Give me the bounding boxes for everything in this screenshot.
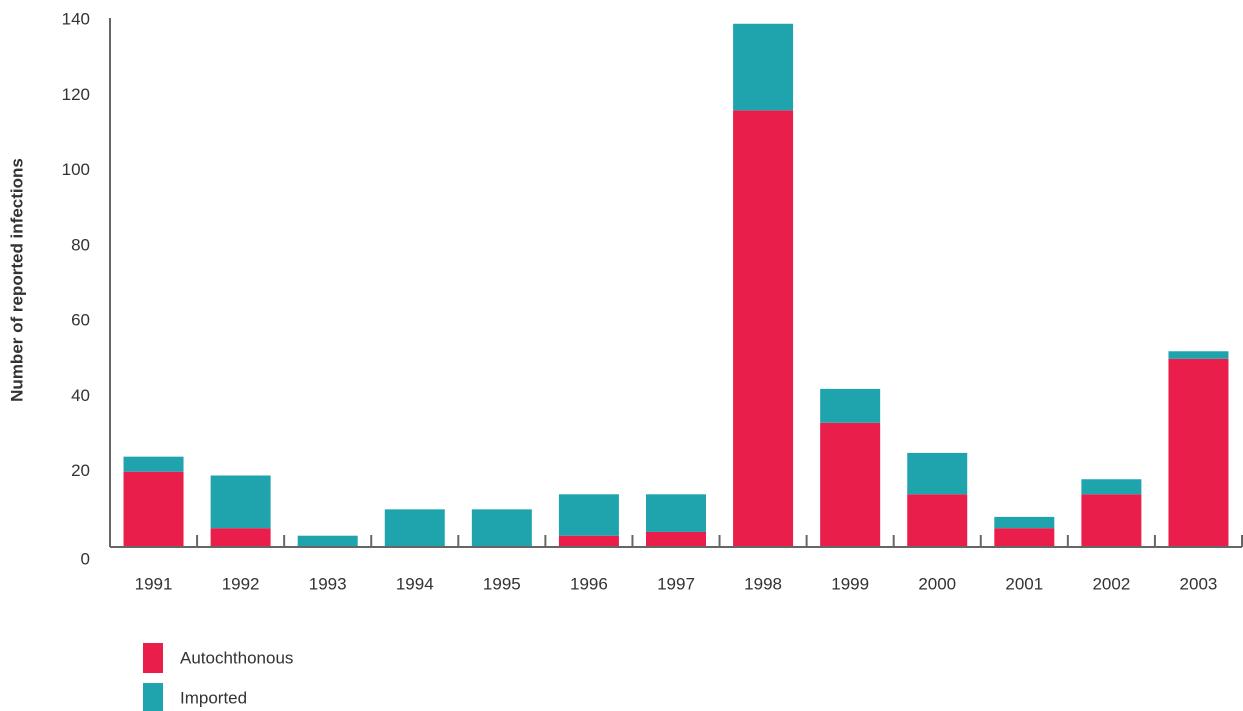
x-tick-label: 1993 <box>309 574 347 593</box>
y-axis-label: Number of reported infections <box>7 158 26 402</box>
bar-segment <box>907 494 968 547</box>
bar-segment <box>733 23 794 111</box>
y-tick-label: 140 <box>62 9 90 28</box>
x-tick-label: 2000 <box>918 574 956 593</box>
y-tick-label: 120 <box>62 85 90 104</box>
bar-segment <box>994 516 1055 529</box>
x-tick-label: 1991 <box>135 574 173 593</box>
bar-segment <box>907 452 968 495</box>
bar-segment <box>994 528 1055 547</box>
bar-segment <box>471 509 532 547</box>
bar-segment <box>558 535 619 547</box>
bar-segment <box>123 456 184 472</box>
y-tick-label: 20 <box>71 461 90 480</box>
bar-segment <box>1168 351 1229 359</box>
y-tick-label: 100 <box>62 160 90 179</box>
x-tick-label: 2002 <box>1092 574 1130 593</box>
bar-segment <box>297 535 358 547</box>
bar-segment <box>210 475 271 529</box>
x-tick-label: 1994 <box>396 574 434 593</box>
x-tick-label: 2003 <box>1180 574 1218 593</box>
bar-segment <box>1168 358 1229 547</box>
y-tick-label: 80 <box>71 235 90 254</box>
bar-segment <box>646 531 706 547</box>
legend-label: Imported <box>180 688 247 707</box>
bar-segment <box>1081 494 1142 547</box>
x-tick-label: 1996 <box>570 574 608 593</box>
y-tick-label: 40 <box>71 386 90 405</box>
bar-segment <box>646 494 706 532</box>
legend-swatch <box>143 683 163 711</box>
x-tick-label: 1997 <box>657 574 695 593</box>
y-tick-label: 0 <box>81 549 90 568</box>
bar-segment <box>733 110 794 547</box>
y-tick-label: 60 <box>71 311 90 330</box>
bar-segment <box>123 471 184 547</box>
bar-segment <box>558 494 619 536</box>
bar-segment <box>1081 479 1142 495</box>
bar-segment <box>210 528 271 547</box>
x-tick-label: 1995 <box>483 574 521 593</box>
bar-segment <box>384 509 445 547</box>
bar-segment <box>820 388 881 423</box>
x-tick-label: 1999 <box>831 574 869 593</box>
bar-segment <box>820 422 881 547</box>
legend-label: Autochthonous <box>180 648 293 667</box>
legend-swatch <box>143 643 163 673</box>
x-tick-label: 1992 <box>222 574 260 593</box>
x-tick-label: 2001 <box>1005 574 1043 593</box>
x-tick-label: 1998 <box>744 574 782 593</box>
